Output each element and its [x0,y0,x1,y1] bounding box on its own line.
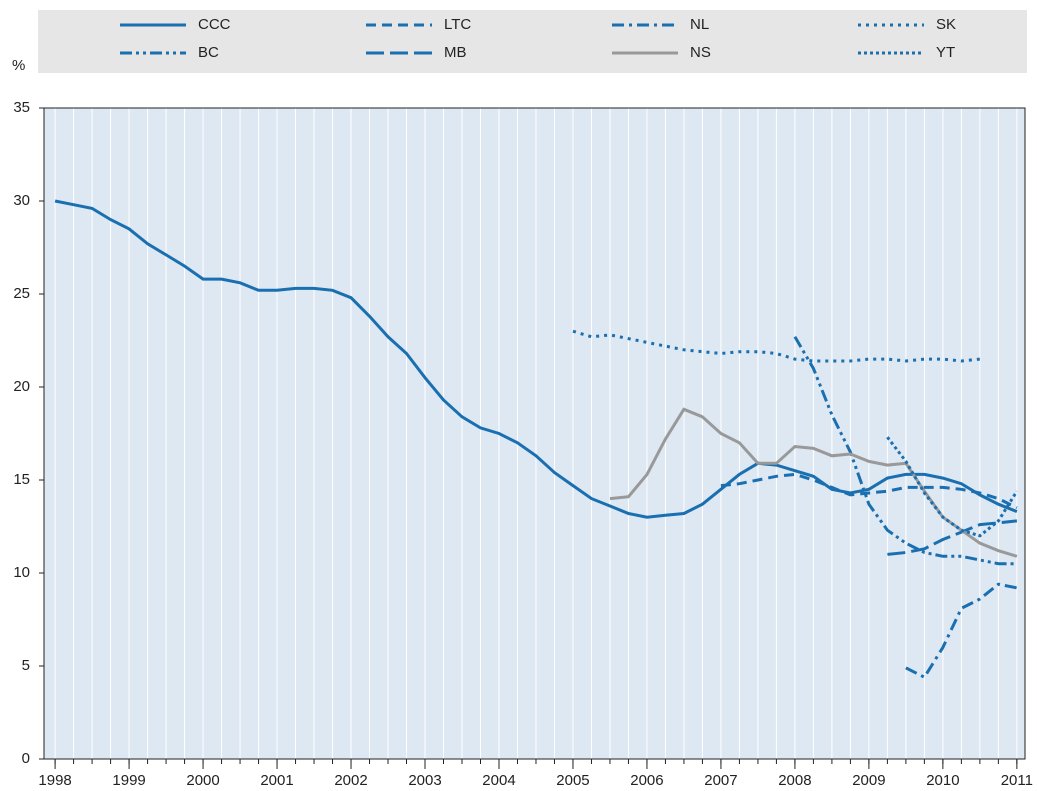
legend-label: YT [936,44,955,61]
legend-label: SK [936,16,956,33]
series-line [609,407,1018,558]
x-tick-label: 2004 [482,772,515,789]
y-tick-label: 0 [22,750,30,767]
x-tick-label: 2005 [556,772,589,789]
y-tick-label: 35 [13,99,30,116]
series-line [720,472,1018,510]
legend-label: BC [198,44,219,61]
legend-label: LTC [444,16,471,33]
plot-frame [43,107,1026,760]
x-tick-label: 2002 [334,772,367,789]
legend-label: MB [444,44,467,61]
x-tick-label: 2009 [852,772,885,789]
legend-box [38,10,1027,73]
y-unit: % [12,57,25,74]
legend-label: NS [690,44,711,61]
y-tick-label: 5 [22,657,30,674]
series-line [54,199,1018,519]
x-tick-label: 2000 [186,772,219,789]
legend-label: CCC [198,16,231,33]
plot-area [44,108,1025,759]
x-tick-label: 2006 [630,772,663,789]
y-tick-label: 15 [13,471,30,488]
x-tick-label: 2003 [408,772,441,789]
legend-label: NL [690,16,709,33]
y-tick-label: 30 [13,192,30,209]
series-line [887,519,1018,556]
series-line [886,436,1019,538]
x-tick-label: 2007 [704,772,737,789]
x-tick-label: 1999 [112,772,145,789]
y-tick-label: 20 [13,378,30,395]
x-tick-label: 2008 [778,772,811,789]
x-tick-label: 2010 [926,772,959,789]
x-tick-label: 1998 [38,772,71,789]
series-line [905,582,1018,680]
y-tick-label: 25 [13,285,30,302]
x-tick-label: 2001 [260,772,293,789]
y-tick-label: 10 [13,564,30,581]
x-tick-label: 2011 [1001,772,1033,789]
